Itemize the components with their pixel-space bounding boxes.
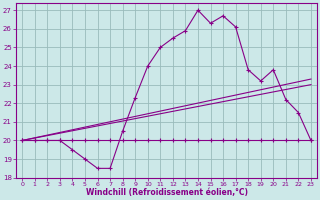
X-axis label: Windchill (Refroidissement éolien,°C): Windchill (Refroidissement éolien,°C)	[85, 188, 248, 197]
